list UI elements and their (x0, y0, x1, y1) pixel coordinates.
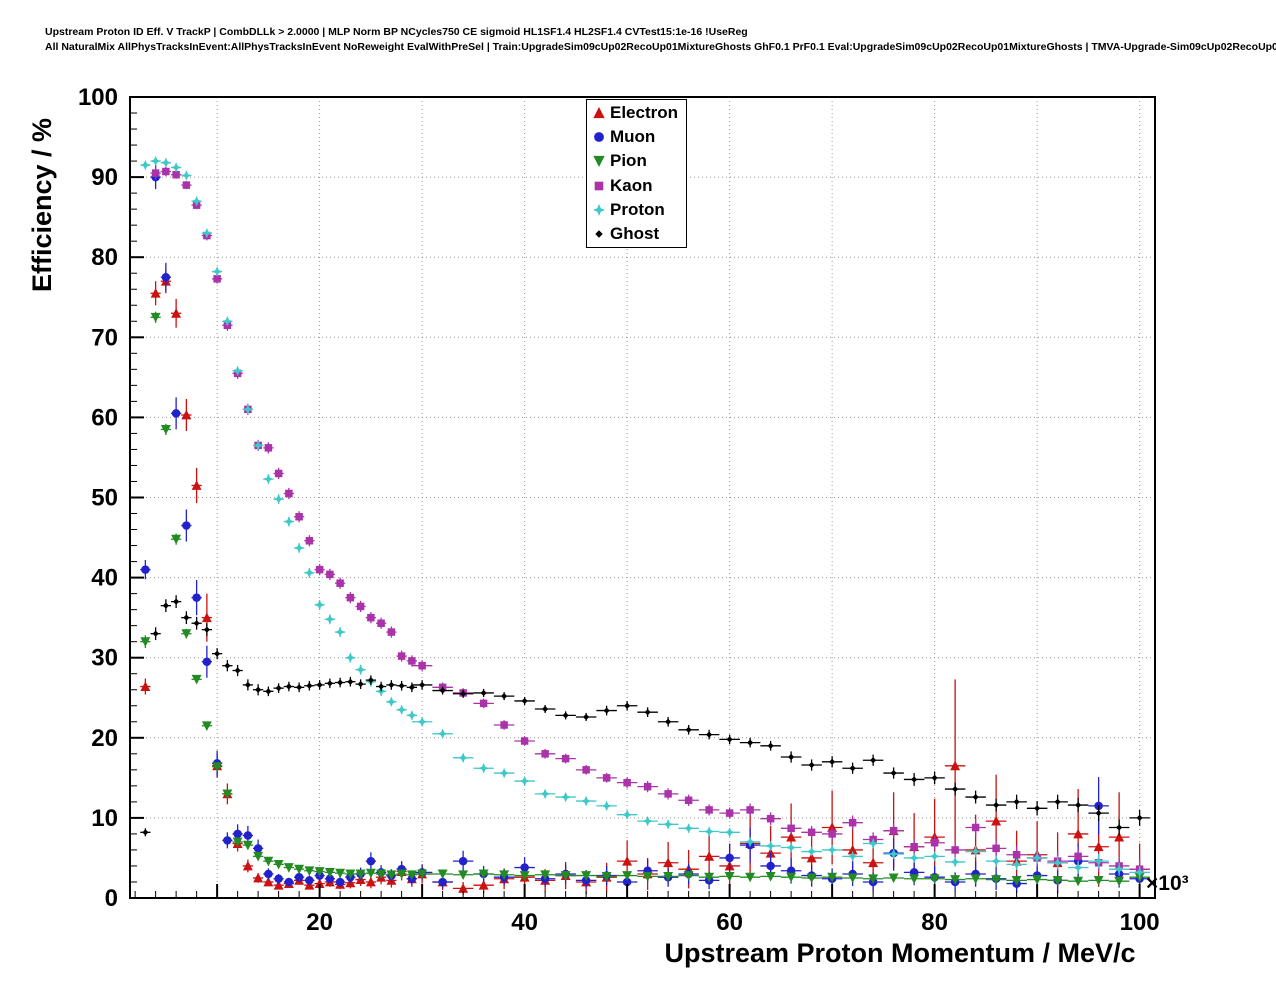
x-axis-multiplier: ×10³ (1146, 872, 1189, 895)
x-axis-label: Upstream Proton Momentum / MeV/c (664, 938, 1136, 968)
y-tick-label: 30 (91, 645, 118, 672)
diamond-marker-icon (595, 230, 603, 238)
legend-label: Pion (610, 151, 647, 171)
legend-label: Electron (610, 103, 679, 123)
gridlines (130, 97, 1155, 898)
y-tick-label: 90 (91, 164, 118, 191)
y-tick-label: 70 (91, 324, 118, 351)
legend-item-ghost: Ghost (587, 222, 686, 246)
x-tick-label: 60 (716, 909, 743, 936)
y-tick-label: 80 (91, 244, 118, 271)
series-proton (140, 155, 1150, 879)
y-axis-label: Efficiency / % (27, 117, 57, 293)
legend-item-muon: Muon (587, 125, 686, 149)
series-electron (140, 269, 1150, 895)
x-tick-label: 100 (1120, 909, 1160, 936)
legend-item-kaon: Kaon (587, 174, 686, 198)
x-tick-label: 20 (306, 909, 333, 936)
legend-item-pion: Pion (587, 149, 686, 173)
series-pion (140, 311, 1150, 887)
y-tick-label: 100 (78, 84, 118, 111)
x-tick-label: 40 (511, 909, 538, 936)
legend: Electron Muon Pion Kaon Proton Ghost (586, 99, 687, 249)
y-tick-label: 10 (91, 805, 118, 832)
triangle-down-marker-icon (593, 156, 605, 168)
legend-label: Ghost (610, 224, 660, 244)
square-marker-icon (594, 181, 604, 190)
y-tick-label: 50 (91, 485, 118, 512)
y-tick-label: 0 (105, 885, 118, 912)
legend-label: Kaon (610, 175, 653, 195)
plot-title-line2: All NaturalMix AllPhysTracksInEvent:AllP… (45, 41, 1276, 53)
legend-label: Muon (610, 127, 656, 147)
tick-labels: 20 40 60 80 100 0 10 20 30 40 50 60 70 80 90 100 (78, 84, 1160, 936)
circle-marker-icon (594, 132, 604, 143)
triangle-up-marker-icon (593, 107, 605, 119)
y-tick-label: 60 (91, 404, 118, 431)
y-tick-label: 40 (91, 565, 118, 592)
y-tick-label: 20 (91, 725, 118, 752)
legend-label: Proton (610, 199, 665, 219)
star4-marker-icon (593, 203, 605, 216)
axis-ticks (130, 96, 1141, 898)
plot-title-line1: Upstream Proton ID Eff. V TrackP | CombD… (45, 26, 748, 38)
series-ghost (140, 595, 1150, 837)
legend-item-proton: Proton (587, 198, 686, 222)
x-tick-label: 80 (921, 909, 948, 936)
series-kaon (150, 166, 1150, 880)
legend-item-electron: Electron (587, 101, 686, 125)
